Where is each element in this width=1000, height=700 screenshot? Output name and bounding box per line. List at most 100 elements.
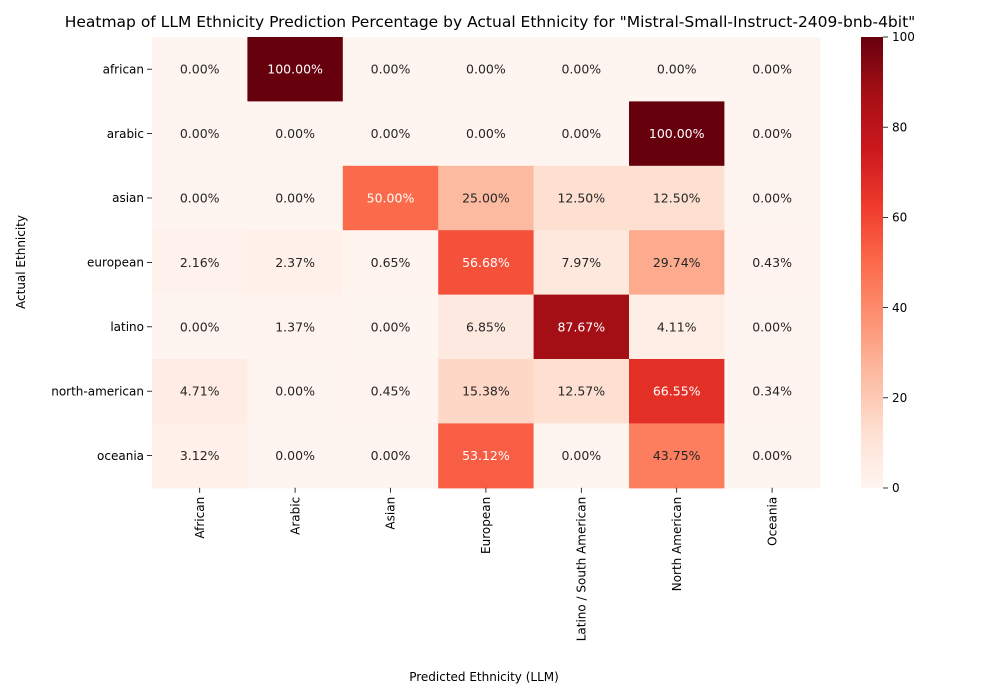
heatmap-cell [342,37,439,102]
cell-value-label: 66.55% [653,384,701,399]
cell-value-label: 0.00% [180,126,220,141]
cell-value-label: 12.57% [557,384,605,399]
heatmap-cell [438,359,535,424]
cell-value-label: 3.12% [180,448,220,463]
heatmap-cell [152,294,248,360]
heatmap-cell [724,230,821,296]
heatmap-cell [152,37,248,102]
cell-value-label: 0.00% [180,62,220,77]
cell-value-label: 12.50% [557,191,605,206]
cell-value-label: 15.38% [462,384,510,399]
heatmap-cell [247,101,344,167]
x-tick-label: Oceania [765,497,779,546]
y-axis-label: Actual Ethnicity [14,215,28,309]
cell-value-label: 4.11% [657,319,697,334]
cell-value-label: 0.00% [371,62,411,77]
cell-value-label: 0.00% [752,448,792,463]
heatmap-cell [342,294,439,360]
chart-title: Heatmap of LLM Ethnicity Prediction Perc… [65,13,916,31]
heatmap-cell [247,37,344,102]
heatmap-cell [342,101,439,167]
colorbar-tick-label: 40 [892,301,907,315]
heatmap-cell [152,101,248,167]
colorbar-tick-label: 20 [892,391,907,405]
heatmap-cell [247,230,344,296]
heatmap-cell [533,423,630,489]
x-tick-label: European [479,497,493,554]
heatmap-cell [152,423,248,489]
heatmap-cell [438,37,535,102]
cell-value-label: 0.00% [275,191,315,206]
heatmap-cell [629,230,725,296]
heatmap-cell [629,165,725,231]
heatmap-cell [247,294,344,360]
cell-value-label: 0.00% [752,62,792,77]
x-tick-label: North American [670,497,684,591]
cell-value-label: 56.68% [462,255,510,270]
colorbar-tick-label: 0 [892,481,900,495]
x-axis-label: Predicted Ethnicity (LLM) [409,670,559,684]
x-tick-label: Arabic [288,497,302,535]
heatmap-cell [724,101,821,167]
cell-value-label: 0.65% [371,255,411,270]
y-axis-ticks: african arabic asian european latino north-am… [51,62,152,463]
heatmap-cell [629,423,725,489]
y-tick-label: oceania [97,449,144,463]
cell-value-label: 100.00% [649,126,705,141]
cell-value-label: 2.16% [180,255,220,270]
cell-value-label: 0.00% [561,448,601,463]
cell-value-label: 6.85% [466,319,506,334]
heatmap-cell [533,359,630,424]
y-tick-label: north-american [51,384,144,398]
heatmap-cell [342,423,439,489]
cell-value-label: 43.75% [653,448,701,463]
y-tick-label: african [103,62,144,76]
heatmap-cell [533,101,630,167]
cell-value-label: 0.00% [752,191,792,206]
colorbar-tick-label: 80 [892,120,907,134]
heatmap-cells: 0.00% 100.00% 0.00% 0.00% 0.00% 0.00% 0.00% 0.0… [152,37,821,489]
colorbar-ticks: 0 20 40 60 80 100 [883,30,915,495]
heatmap-cell [629,294,725,360]
x-tick-label: Asian [384,497,398,530]
heatmap-cell [247,359,344,424]
cell-value-label: 0.00% [275,126,315,141]
colorbar-tick-label: 60 [892,211,907,225]
x-tick-label: Latino / South American [575,497,589,642]
heatmap-cell [152,165,248,231]
heatmap-cell [438,165,535,231]
cell-value-label: 0.00% [466,126,506,141]
heatmap-cell [438,101,535,167]
cell-value-label: 87.67% [557,319,605,334]
heatmap-cell [533,294,630,360]
heatmap-cell [533,230,630,296]
cell-value-label: 100.00% [267,62,323,77]
heatmap-cell [438,294,535,360]
heatmap-cell [724,165,821,231]
heatmap-cell [438,423,535,489]
heatmap-cell [247,423,344,489]
heatmap-cell [152,359,248,424]
heatmap-cell [629,101,725,167]
colorbar-tick-label: 100 [892,30,915,44]
cell-value-label: 2.37% [275,255,315,270]
cell-value-label: 0.45% [371,384,411,399]
heatmap-cell [629,359,725,424]
heatmap-cell [342,359,439,424]
cell-value-label: 0.00% [180,191,220,206]
heatmap-cell [342,165,439,231]
heatmap-cell [342,230,439,296]
y-tick-label: latino [110,320,144,334]
cell-value-label: 12.50% [653,191,701,206]
cell-value-label: 53.12% [462,448,510,463]
cell-value-label: 0.00% [752,319,792,334]
cell-value-label: 0.00% [657,62,697,77]
cell-value-label: 0.00% [275,384,315,399]
x-tick-label: African [193,497,207,539]
heatmap-cell [724,294,821,360]
heatmap-cell [438,230,535,296]
cell-value-label: 1.37% [275,319,315,334]
cell-value-label: 0.00% [371,126,411,141]
heatmap-cell [247,165,344,231]
